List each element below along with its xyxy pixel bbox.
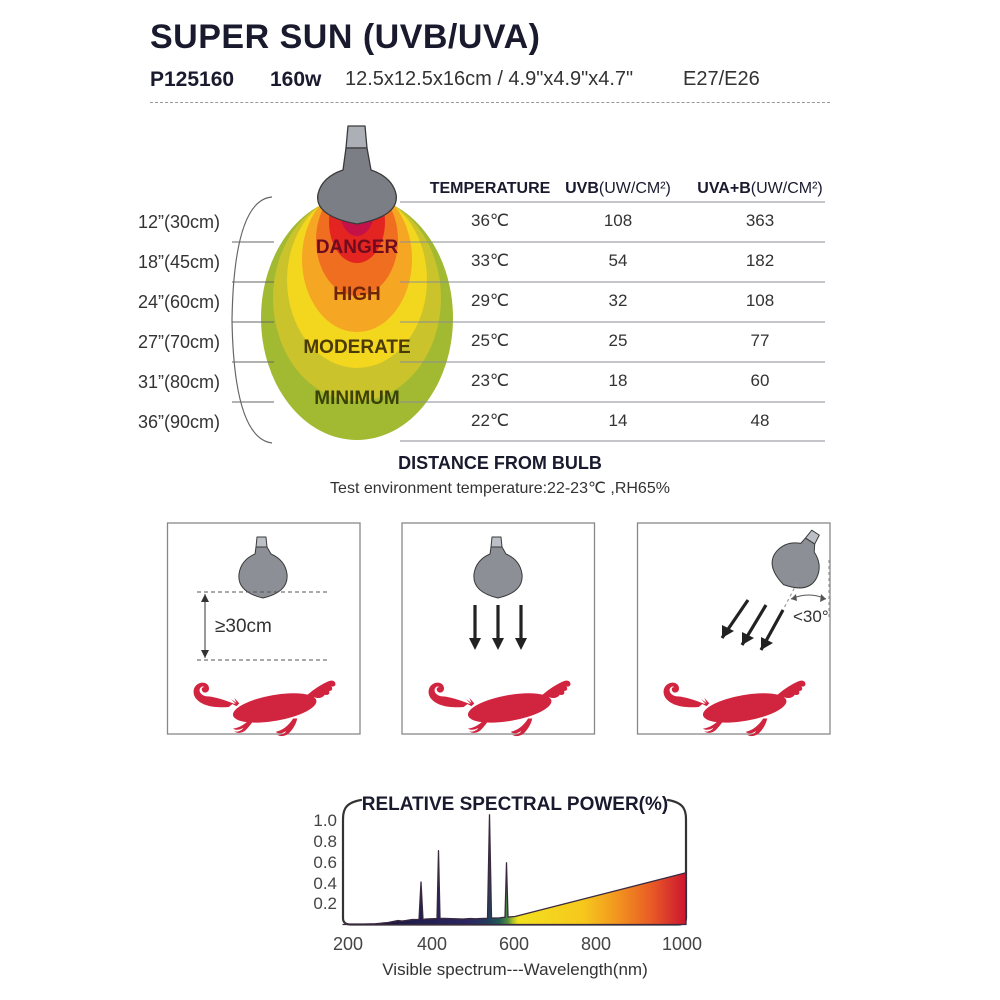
- svg-text:800: 800: [581, 934, 611, 954]
- svg-text:0.4: 0.4: [313, 874, 337, 893]
- svg-text:400: 400: [417, 934, 447, 954]
- svg-text:1000: 1000: [662, 934, 702, 954]
- svg-text:Visible spectrum---Wavelength(: Visible spectrum---Wavelength(nm): [382, 960, 647, 979]
- svg-text:RELATIVE SPECTRAL POWER(%): RELATIVE SPECTRAL POWER(%): [362, 794, 668, 815]
- svg-text:200: 200: [333, 934, 363, 954]
- svg-text:0.8: 0.8: [313, 832, 337, 851]
- svg-text:0.6: 0.6: [313, 853, 337, 872]
- svg-text:600: 600: [499, 934, 529, 954]
- svg-text:1.0: 1.0: [313, 811, 337, 830]
- svg-text:0.2: 0.2: [313, 894, 337, 913]
